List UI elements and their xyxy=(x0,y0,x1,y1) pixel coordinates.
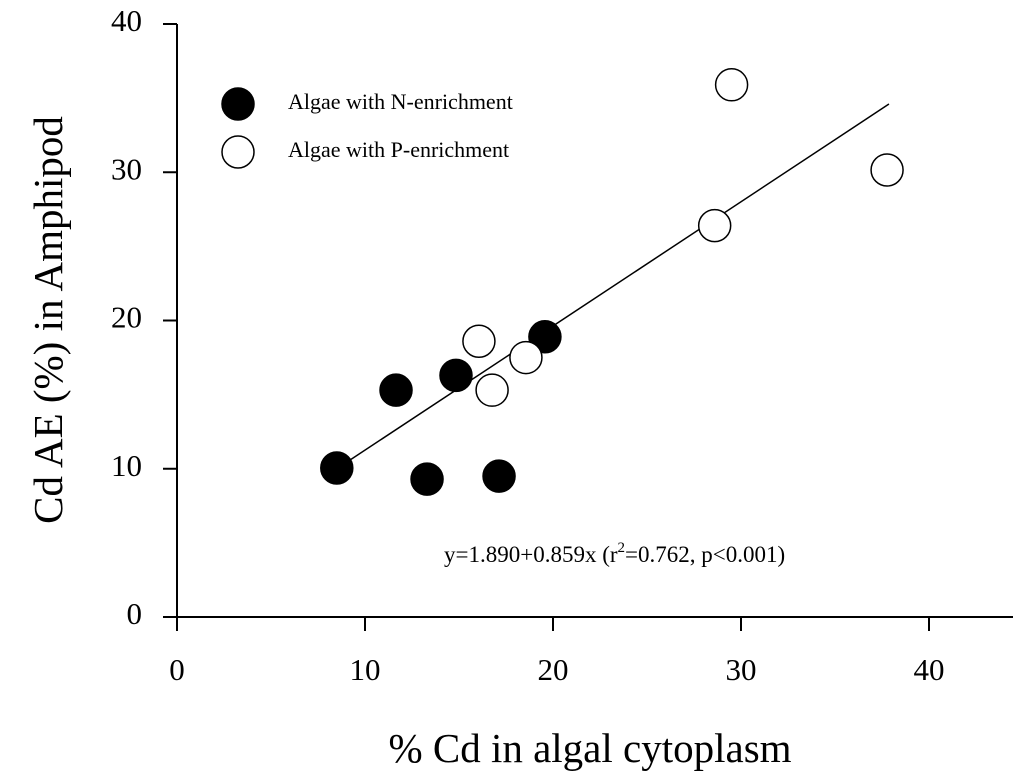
data-point xyxy=(509,340,543,375)
y-tick-label: 10 xyxy=(111,448,142,483)
x-tick-label: 20 xyxy=(538,652,569,687)
data-point xyxy=(320,451,354,485)
y-axis-title: Cd AE (%) in Amphipod xyxy=(25,116,71,524)
legend-label: Algae with N-enrichment xyxy=(288,89,513,114)
legend-marker xyxy=(221,87,255,121)
annotation-part: =0.762, p<0.001) xyxy=(625,542,785,567)
data-point xyxy=(475,373,509,407)
data-point xyxy=(410,462,444,496)
annotation-part: y=1.890+0.859x (r xyxy=(444,542,618,567)
legend-marker xyxy=(221,135,255,169)
x-axis-title: % Cd in algal cytoplasm xyxy=(388,725,791,771)
data-point xyxy=(870,153,904,187)
data-point xyxy=(379,373,413,407)
y-tick-label: 30 xyxy=(111,151,142,186)
x-tick-label: 30 xyxy=(726,652,757,687)
annotation: y=1.890+0.859x (r2=0.762, p<0.001) xyxy=(444,540,785,567)
data-point xyxy=(714,68,749,102)
y-tick-label: 20 xyxy=(111,300,142,335)
x-tick-label: 10 xyxy=(350,652,381,687)
x-tick-label: 40 xyxy=(914,652,945,687)
data-point xyxy=(439,358,473,393)
legend-label: Algae with P-enrichment xyxy=(288,137,509,162)
fit-line xyxy=(337,103,890,469)
data-point xyxy=(528,320,562,354)
data-point xyxy=(697,208,732,243)
y-tick-label: 0 xyxy=(127,596,143,631)
annotation-part: 2 xyxy=(618,540,626,556)
data-point xyxy=(462,324,496,359)
y-tick-label: 40 xyxy=(111,3,142,38)
x-tick-label: 0 xyxy=(169,652,185,687)
data-point xyxy=(482,459,516,493)
